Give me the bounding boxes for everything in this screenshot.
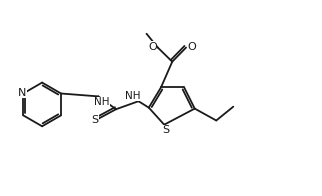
Text: NH: NH <box>125 91 140 101</box>
Text: N: N <box>18 88 27 98</box>
Text: NH: NH <box>94 97 109 107</box>
Text: S: S <box>162 125 169 135</box>
Text: O: O <box>148 42 157 52</box>
Text: O: O <box>187 42 196 52</box>
Text: S: S <box>91 115 99 125</box>
